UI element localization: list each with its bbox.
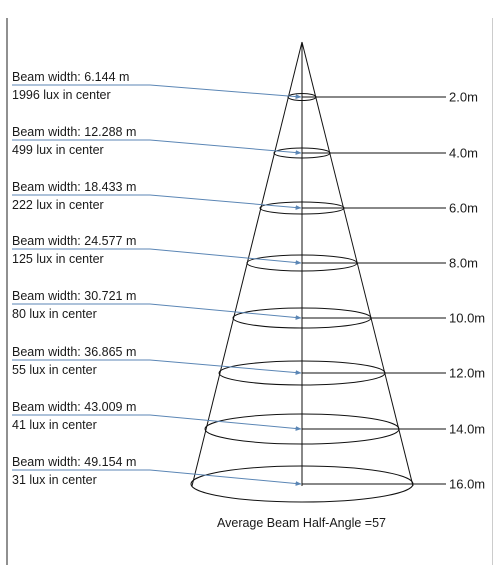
level-1: 2.0m Beam width: 6.144 m 1996 lux in cente…	[12, 70, 478, 105]
leader-arrow	[12, 248, 302, 265]
level-7: 14.0m Beam width: 43.009 m 41 lux in cente…	[12, 400, 485, 445]
leader-arrow	[12, 359, 302, 375]
lux-label: 222 lux in center	[12, 198, 104, 212]
distance-label: 8.0m	[449, 256, 478, 271]
beam-width-label: Beam width: 18.433 m	[12, 180, 136, 194]
level-4: 8.0m Beam width: 24.577 m 125 lux in cente…	[12, 234, 478, 272]
leader-arrow	[12, 414, 302, 431]
level-3: 6.0m Beam width: 18.433 m 222 lux in cente…	[12, 180, 478, 216]
distance-label: 10.0m	[449, 311, 485, 326]
distance-label: 16.0m	[449, 477, 485, 492]
beam-width-label: Beam width: 12.288 m	[12, 125, 136, 139]
distance-label: 6.0m	[449, 201, 478, 216]
levels-group: 2.0m Beam width: 6.144 m 1996 lux in cente…	[12, 70, 485, 503]
cone-right-edge	[301, 41, 414, 487]
lux-label: 31 lux in center	[12, 473, 97, 487]
distance-label: 14.0m	[449, 422, 485, 437]
leader-arrow	[12, 139, 302, 155]
distance-label: 2.0m	[449, 90, 478, 105]
lux-label: 41 lux in center	[12, 418, 97, 432]
caption: Average Beam Half-Angle =57	[217, 516, 386, 530]
level-6: 12.0m Beam width: 36.865 m 55 lux in cente…	[12, 345, 485, 386]
leader-arrow	[12, 194, 302, 210]
lux-label: 125 lux in center	[12, 252, 104, 266]
level-2: 4.0m Beam width: 12.288 m 499 lux in cente…	[12, 125, 478, 161]
beam-width-label: Beam width: 36.865 m	[12, 345, 136, 359]
leader-arrow	[12, 469, 302, 486]
lux-label: 499 lux in center	[12, 143, 104, 157]
beam-width-label: Beam width: 49.154 m	[12, 455, 136, 469]
beam-width-label: Beam width: 43.009 m	[12, 400, 136, 414]
leader-arrow	[12, 84, 302, 99]
level-8: 16.0m Beam width: 49.154 m 31 lux in cente…	[12, 455, 485, 503]
distance-label: 12.0m	[449, 366, 485, 381]
leader-arrow	[12, 303, 302, 320]
level-5: 10.0m Beam width: 30.721 m 80 lux in cente…	[12, 289, 485, 329]
beam-width-label: Beam width: 6.144 m	[12, 70, 129, 84]
lux-label: 55 lux in center	[12, 363, 97, 377]
beam-width-label: Beam width: 30.721 m	[12, 289, 136, 303]
beam-width-label: Beam width: 24.577 m	[12, 234, 136, 248]
distance-label: 4.0m	[449, 146, 478, 161]
lux-label: 80 lux in center	[12, 307, 97, 321]
lux-label: 1996 lux in center	[12, 88, 111, 102]
